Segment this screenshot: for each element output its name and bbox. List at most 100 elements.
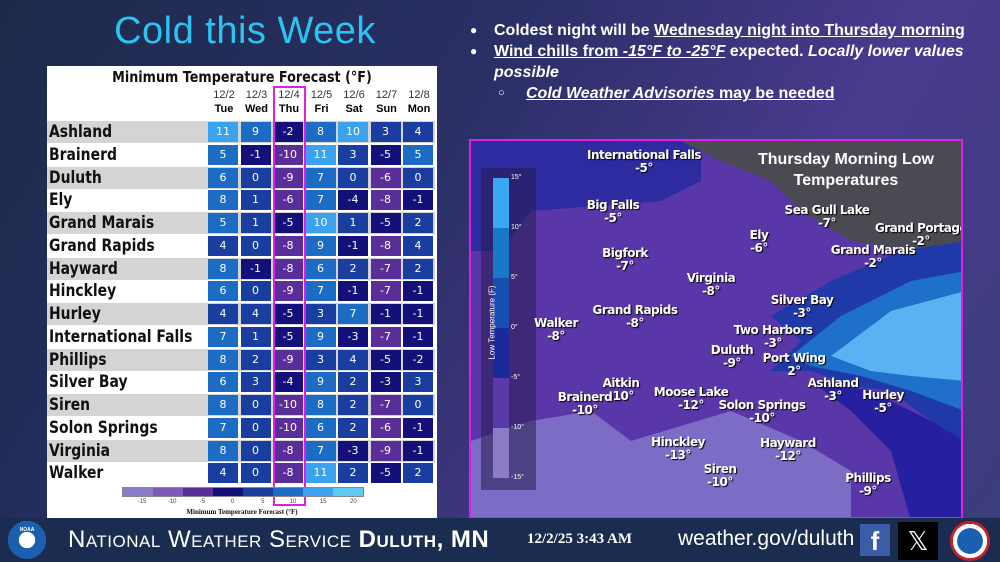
temp-cell: 2 <box>338 417 368 438</box>
office-name: National Weather Service Duluth, MN <box>68 526 489 554</box>
noaa-logo: NOAA <box>8 521 46 559</box>
temp-cell: 0 <box>240 281 271 302</box>
temp-cell: -3 <box>338 326 368 347</box>
temp-cell: 2 <box>338 258 368 279</box>
map-city-label: Solon Springs -10° <box>718 399 806 425</box>
facebook-icon[interactable]: f <box>860 524 890 556</box>
temp-cell: -6 <box>273 190 303 211</box>
temp-cell: 7 <box>338 304 368 324</box>
temp-cell: 3 <box>370 122 401 142</box>
temp-cell: 7 <box>305 167 336 188</box>
temp-cell: -6 <box>370 417 401 438</box>
colorbar-segment <box>123 488 153 496</box>
city-name: Hinckley <box>651 435 705 449</box>
temp-cell: -7 <box>370 258 401 279</box>
temp-cell: 8 <box>208 190 238 211</box>
temp-cell: -1 <box>338 281 368 302</box>
day-header: 12/6 Sat <box>338 88 370 116</box>
temp-cell: -5 <box>370 213 401 233</box>
temp-cell: 2 <box>403 258 433 279</box>
map-title: Thursday Morning Low Temperatures <box>758 151 934 189</box>
temp-cell: 10 <box>338 122 368 142</box>
table-row: Silver Bay 6 3 -4 9 2 -3 3 <box>47 371 435 393</box>
temp-cell: -7 <box>370 281 401 302</box>
legend-tick: 10° <box>511 224 522 231</box>
table-row: International Falls 7 1 -5 9 -3 -7 -1 <box>47 326 435 348</box>
city-name: Ely <box>749 228 769 242</box>
temp-cell: -5 <box>273 213 303 233</box>
temp-cell: 1 <box>338 213 368 233</box>
city-name: International Falls <box>587 148 701 162</box>
temp-cell: 9 <box>305 372 336 393</box>
city-name: Ashland <box>807 376 859 390</box>
temp-cell: -5 <box>273 304 303 324</box>
temp-cell: -4 <box>273 372 303 393</box>
city-temp: -13° <box>665 448 691 462</box>
day-header: 12/5 Fri <box>306 88 338 116</box>
temp-cell: 0 <box>403 395 433 415</box>
temp-cell: 7 <box>208 326 238 347</box>
x-icon[interactable]: 𝕏 <box>898 522 938 560</box>
table-row: Hinckley 6 0 -9 7 -1 -7 -1 <box>47 280 435 302</box>
legend-tick: -10° <box>511 424 524 431</box>
temp-cell: -1 <box>370 304 401 324</box>
temp-cell: 9 <box>305 235 336 256</box>
map-city-label: Grand Portage -2° <box>875 222 961 248</box>
city-temp: -5° <box>874 401 892 415</box>
map-city-label: Ely -6° <box>750 229 769 255</box>
temp-cell: 1 <box>240 326 271 347</box>
temp-cell: 8 <box>208 395 238 415</box>
city-name: Phillips <box>845 471 891 485</box>
city-temp: -9° <box>723 356 741 370</box>
temp-cell: 11 <box>305 144 336 165</box>
map-city-label: Bigfork -7° <box>602 247 648 273</box>
temp-cell: 6 <box>208 167 238 188</box>
city-name: Port Wing <box>762 351 826 365</box>
map-city-label: Big Falls -5° <box>587 199 640 225</box>
temp-cell: 3 <box>338 144 368 165</box>
temp-cell: 0 <box>240 463 271 484</box>
temp-cell: 1 <box>240 213 271 233</box>
day-date: 12/8 <box>408 89 430 101</box>
colorbar-segment <box>213 488 243 496</box>
temp-cell: -4 <box>338 190 368 211</box>
city-temp: -8° <box>626 316 644 330</box>
table-row: Solon Springs 7 0 -10 6 2 -6 -1 <box>47 417 435 439</box>
temp-cell: 7 <box>305 440 336 461</box>
noaa-logo-text: NOAA <box>19 527 35 533</box>
day-header: 12/4 Thu <box>273 88 305 116</box>
temp-cell: -5 <box>273 326 303 347</box>
temp-cell: 11 <box>208 122 238 142</box>
temp-cell: -8 <box>370 190 401 211</box>
temp-cell: -1 <box>403 440 433 461</box>
table-title: Minimum Temperature Forecast (°F) <box>112 68 372 86</box>
city-name: Aitkin <box>602 376 640 390</box>
colorbar-tick: 10 <box>289 499 297 505</box>
temp-cell: -1 <box>403 417 433 438</box>
day-date: 12/5 <box>310 89 333 101</box>
colorbar-label: Minimum Temperature Forecast (°F) <box>186 508 298 516</box>
temp-cell: 3 <box>305 304 336 324</box>
temp-cell: 0 <box>240 395 271 415</box>
legend-tick: 15° <box>511 174 522 181</box>
bullet-text: expected. <box>725 43 809 60</box>
low-temperature-map: 15° 10° 5° 0° -5° -10° -15° Low Temperature (F… <box>469 139 963 519</box>
temp-cell: 2 <box>338 372 368 393</box>
temp-cell: 0 <box>338 167 368 188</box>
city-name: Bigfork <box>602 246 648 260</box>
colorbar-tick: -5 <box>199 499 206 505</box>
legend-tick: -15° <box>511 474 524 481</box>
legend-tick: 5° <box>511 274 518 281</box>
colorbar-tick: -15 <box>137 499 147 505</box>
website-link[interactable]: weather.gov/duluth <box>678 527 855 550</box>
temp-cell: 10 <box>305 213 336 233</box>
temp-cell: -3 <box>338 440 368 461</box>
colorbar-tick: 0 <box>230 499 235 505</box>
row-location-name: Grand Rapids <box>49 235 155 256</box>
page-title: Cold this Week <box>114 10 376 52</box>
table-row: Siren 8 0 -10 8 2 -7 0 <box>47 394 435 416</box>
temp-cell: -2 <box>273 122 303 142</box>
legend-tick: 0° <box>511 324 518 331</box>
temp-cell: -5 <box>370 144 401 165</box>
city-temp: -10° <box>749 411 775 425</box>
